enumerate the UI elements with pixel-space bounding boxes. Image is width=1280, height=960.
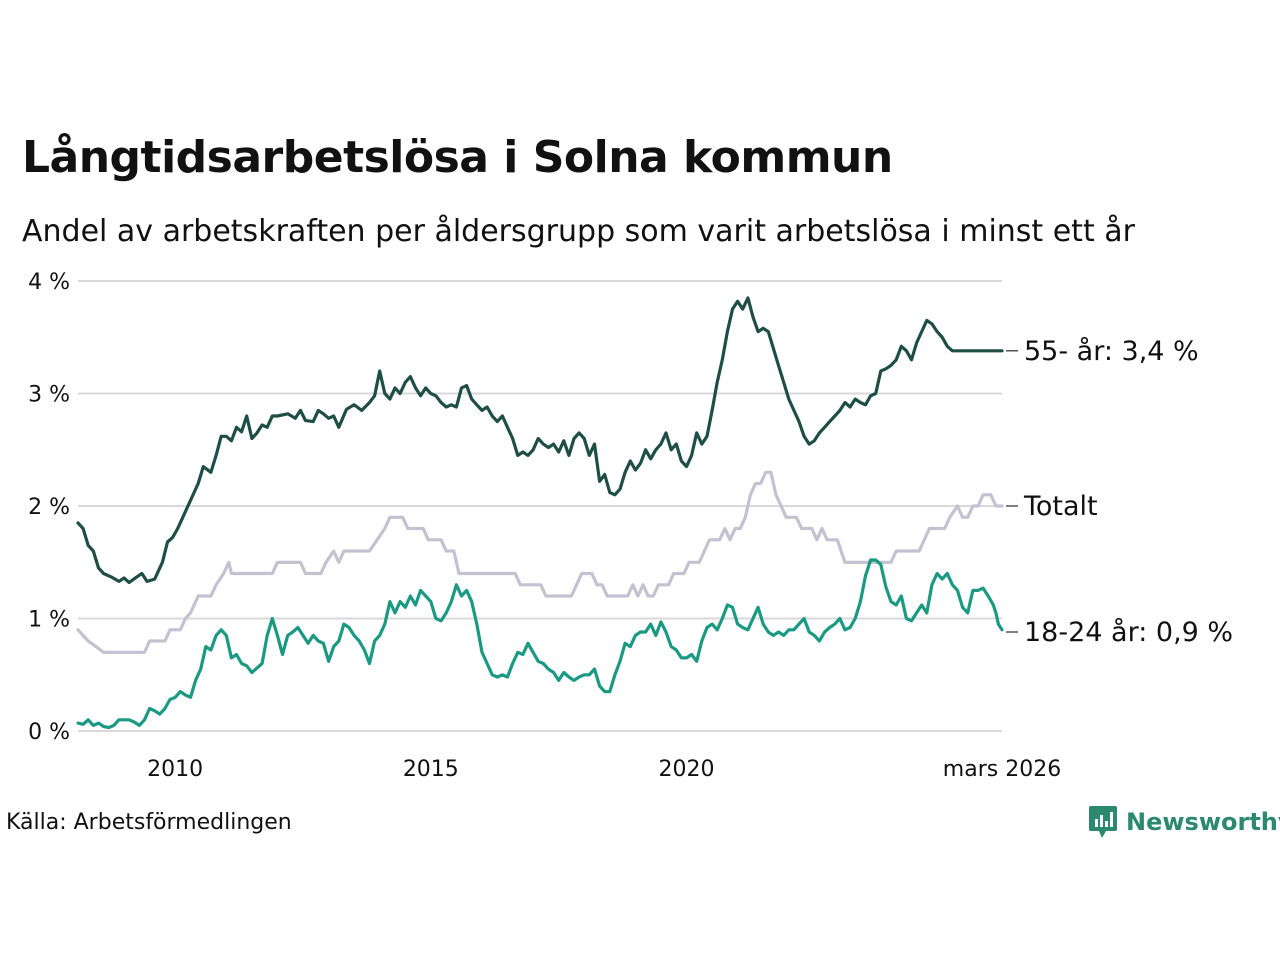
x-tick-label: 2015 bbox=[403, 757, 459, 782]
y-tick-label: 1 % bbox=[28, 608, 70, 633]
series-line-older bbox=[76, 296, 1004, 585]
grid-lines bbox=[78, 280, 1002, 732]
x-tick-label: 2020 bbox=[659, 757, 715, 782]
y-axis: 0 % 1 % 2 % 3 % 4 % bbox=[28, 270, 70, 745]
brand-name: Newsworthy bbox=[1126, 808, 1280, 836]
y-tick-label: 0 % bbox=[28, 720, 70, 745]
series-line-young bbox=[76, 558, 1004, 730]
x-tick-label: mars 2026 bbox=[943, 757, 1061, 782]
newsworthy-logo-icon bbox=[1089, 806, 1117, 838]
series-end-label-older: 55- år: 3,4 % bbox=[1024, 336, 1199, 367]
brand-logo: Newsworthy bbox=[1088, 804, 1280, 840]
x-axis: 2010 2015 2020 mars 2026 bbox=[147, 757, 1061, 782]
y-tick-label: 2 % bbox=[28, 495, 70, 520]
series-end-labels: 55- år: 3,4 % Totalt 18-24 år: 0,9 % bbox=[1006, 336, 1233, 648]
chart-subtitle: Andel av arbetskraften per åldersgrupp s… bbox=[22, 214, 1135, 249]
x-tick-label: 2010 bbox=[147, 757, 203, 782]
chart-title: Långtidsarbetslösa i Solna kommun bbox=[22, 132, 893, 183]
y-tick-label: 3 % bbox=[28, 383, 70, 408]
series-end-label-total: Totalt bbox=[1023, 491, 1098, 522]
series-line-total bbox=[76, 470, 1004, 654]
source-note: Källa: Arbetsförmedlingen bbox=[6, 810, 292, 835]
y-tick-label: 4 % bbox=[28, 270, 70, 295]
series-end-label-young: 18-24 år: 0,9 % bbox=[1024, 617, 1233, 648]
series-lines bbox=[76, 296, 1004, 730]
